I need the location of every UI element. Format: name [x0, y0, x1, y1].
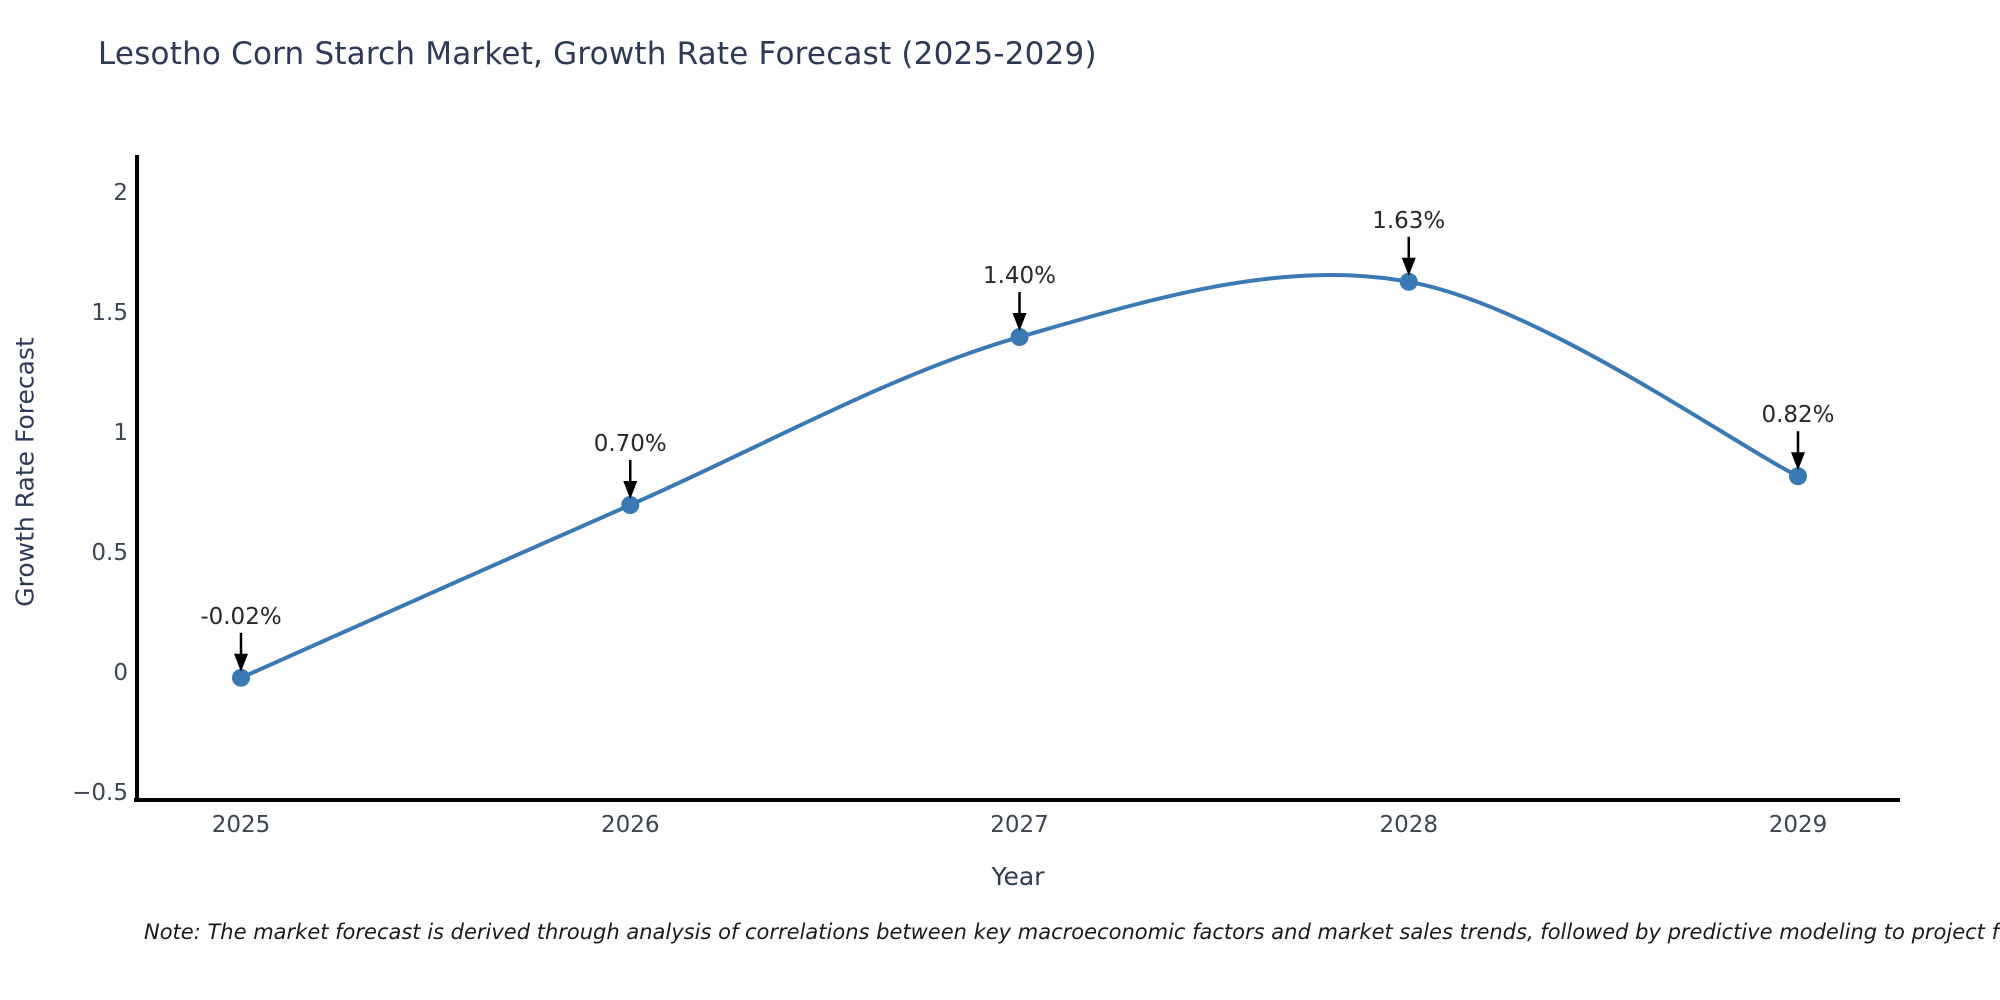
data-point-marker: [1010, 328, 1029, 346]
annotation-arrowhead: [1791, 452, 1805, 471]
y-tick-label: 2: [113, 180, 128, 206]
data-point-marker: [232, 668, 250, 687]
annotation-arrowhead: [1012, 313, 1027, 331]
point-value-label: 0.70%: [593, 431, 667, 457]
y-tick-label: 0.5: [91, 540, 128, 566]
data-point-marker: [621, 496, 640, 514]
point-value-label: 1.40%: [982, 263, 1057, 289]
x-axis-label: Year: [991, 862, 1045, 891]
annotation-arrowhead: [623, 481, 638, 499]
chart-title: Lesotho Corn Starch Market, Growth Rate …: [98, 36, 1097, 72]
footnote: Note: The market forecast is derived thr…: [144, 920, 2000, 944]
x-tick-label: 2028: [1379, 812, 1439, 838]
x-tick-label: 2027: [990, 812, 1049, 838]
y-tick-label: −0.5: [72, 780, 128, 806]
point-value-label: 1.63%: [1372, 207, 1446, 234]
x-tick-label: 2026: [600, 812, 660, 838]
y-tick-label: 1.5: [91, 300, 128, 326]
point-value-label: 0.82%: [1761, 402, 1835, 429]
x-tick-label: 2029: [1768, 812, 1828, 838]
data-point-marker: [1399, 272, 1418, 291]
annotation-arrowhead: [1401, 257, 1416, 276]
y-tick-label: 0: [113, 660, 128, 686]
y-tick-label: 1: [113, 420, 128, 446]
x-tick-label: 2025: [211, 812, 271, 838]
data-point-marker: [1789, 467, 1807, 486]
y-axis-label: Growth Rate Forecast: [10, 337, 40, 607]
annotation-arrowhead: [234, 653, 248, 672]
point-value-label: -0.02%: [200, 603, 282, 630]
